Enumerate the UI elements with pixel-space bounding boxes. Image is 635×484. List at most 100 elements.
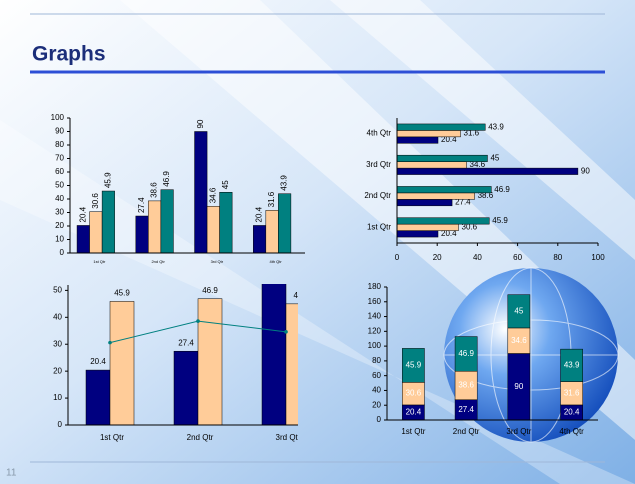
bar (135, 215, 149, 254)
bar (76, 225, 90, 254)
bar (396, 217, 490, 225)
y-tick-label: 3rd Qtr (366, 160, 391, 169)
x-tick-label: 1st Qtr (93, 259, 106, 264)
line-marker (284, 330, 288, 334)
y-tick-label: 80 (55, 140, 64, 149)
data-label: 31.6 (464, 129, 480, 138)
y-tick-label: 80 (372, 356, 381, 365)
bar (265, 210, 279, 254)
bar (173, 350, 199, 426)
bar (285, 303, 298, 426)
data-label: 27.4 (137, 197, 146, 213)
y-tick-label: 70 (55, 154, 64, 163)
data-label: 45 (514, 306, 523, 315)
x-tick-label: 2nd Qtr (453, 427, 480, 436)
y-tick-label: 20 (372, 400, 381, 409)
y-tick-label: 100 (368, 341, 382, 350)
bar (396, 154, 488, 162)
data-label: 45.9 (492, 216, 508, 225)
y-tick-label: 30 (55, 208, 64, 217)
bar-segment (507, 294, 531, 329)
y-tick-label: 2nd Qtr (364, 191, 391, 200)
bar (219, 192, 233, 254)
bar (194, 131, 208, 254)
bar (253, 225, 267, 254)
data-label: 90 (514, 382, 523, 391)
y-tick-label: 30 (53, 339, 62, 348)
data-label: 27.4 (458, 405, 474, 414)
data-label: 20.4 (90, 357, 106, 366)
data-label: 45 (294, 291, 303, 300)
bar (396, 230, 439, 238)
y-tick-label: 4th Qtr (367, 129, 392, 138)
bar (396, 186, 492, 194)
data-label: 34.6 (470, 160, 486, 169)
y-tick-label: 20 (55, 221, 64, 230)
data-label: 34.6 (511, 336, 527, 345)
data-label: 20.4 (255, 206, 264, 222)
x-tick-label: 60 (513, 253, 522, 262)
data-label: 31.6 (564, 388, 580, 397)
y-tick-label: 20 (53, 366, 62, 375)
data-label: 90 (581, 166, 590, 175)
x-tick-label: 0 (395, 253, 400, 262)
bar (396, 161, 467, 169)
bar (261, 284, 287, 426)
data-label: 30.6 (462, 222, 478, 231)
data-label: 30.6 (91, 193, 100, 209)
data-label: 38.6 (150, 182, 159, 198)
bar (206, 206, 220, 254)
data-label: 43.9 (488, 122, 504, 131)
data-label: 45 (490, 154, 499, 163)
y-tick-label: 160 (368, 297, 382, 306)
data-label: 46.9 (494, 185, 510, 194)
x-tick-label: 80 (553, 253, 562, 262)
x-tick-label: 1st Qtr (401, 427, 425, 436)
y-tick-label: 0 (60, 248, 65, 257)
data-label: 38.6 (478, 191, 494, 200)
bar (278, 193, 292, 254)
x-tick-label: 20 (433, 253, 442, 262)
page-number: 11 (6, 468, 17, 479)
bar-segment (402, 348, 425, 383)
data-label: 20.4 (406, 408, 422, 417)
y-tick-label: 180 (368, 282, 382, 291)
bar (197, 298, 223, 426)
bar (109, 301, 135, 426)
data-label: 45.9 (114, 289, 130, 298)
y-tick-label: 0 (58, 420, 63, 429)
data-label: 20.4 (441, 229, 457, 238)
data-label: 38.6 (458, 381, 474, 390)
y-tick-label: 40 (55, 194, 64, 203)
y-tick-label: 60 (372, 371, 381, 380)
y-tick-label: 120 (368, 326, 382, 335)
chart-2: 0 20 40 60 80 100 20.4 27.4 90 20.4 30.6 38.6 34.6 31… (364, 118, 605, 262)
x-tick-label: 4th Qtr (270, 259, 283, 264)
data-label: 43.9 (280, 175, 289, 191)
bar (160, 189, 174, 254)
x-tick-label: 2nd Qtr (187, 433, 214, 442)
bar-segment (454, 336, 478, 372)
bar (396, 223, 459, 231)
y-tick-label: 0 (377, 415, 382, 424)
chart-1: 0 10 20 30 40 50 60 70 80 90 100 20.4 27.4 90 20.4 30.6… (51, 113, 305, 264)
x-tick-label: 40 (473, 253, 482, 262)
y-tick-label: 90 (55, 127, 64, 136)
data-label: 31.6 (267, 191, 276, 207)
bar (89, 211, 103, 254)
y-tick-label: 10 (55, 235, 64, 244)
x-tick-label: 1st Qtr (100, 433, 124, 442)
data-label: 20.4 (564, 408, 580, 417)
data-label: 45.9 (103, 172, 112, 188)
chart-4: 0 20 40 60 80 100 120 140 160 180 20.4 30.6 45.9 27.4… (368, 282, 598, 436)
data-label: 45 (221, 180, 230, 189)
y-tick-label: 60 (55, 167, 64, 176)
y-tick-label: 1st Qtr (367, 222, 391, 231)
line (109, 320, 287, 344)
data-label: 46.9 (458, 349, 474, 358)
y-tick-label: 40 (53, 312, 62, 321)
data-label: 90 (196, 119, 205, 128)
bar (396, 192, 475, 200)
